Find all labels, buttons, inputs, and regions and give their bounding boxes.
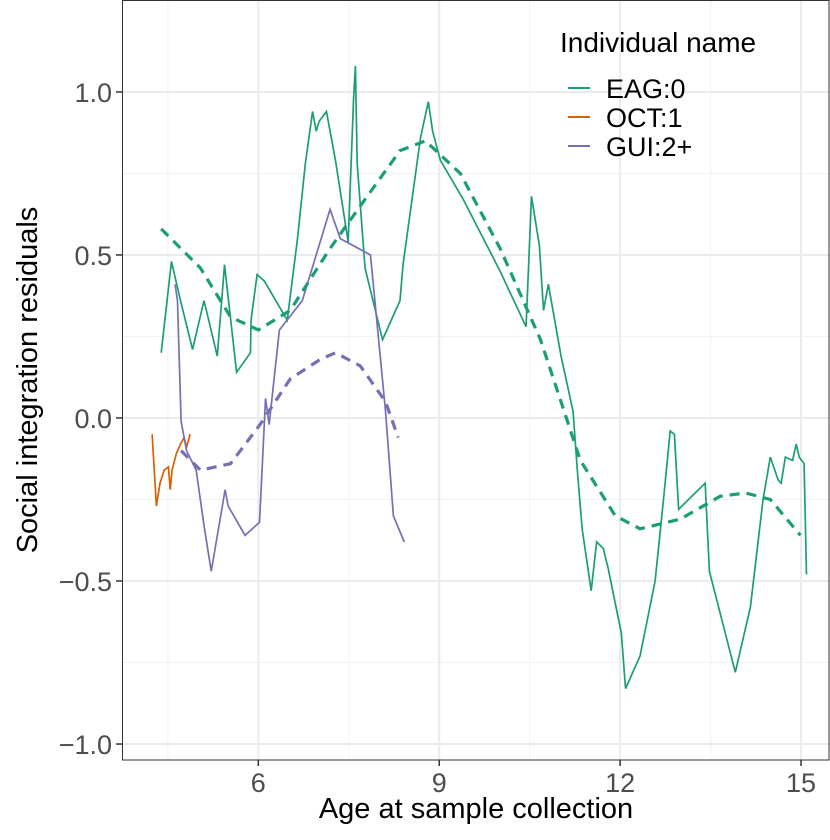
series-line	[151, 434, 191, 507]
series-line	[174, 206, 406, 572]
y-tick-label: −1.0	[59, 730, 112, 760]
x-tick-label: 15	[786, 768, 816, 798]
x-axis-title: Age at sample collection	[319, 793, 633, 825]
y-tick-label: 0.0	[74, 404, 112, 434]
y-axis-title: Social integration residuals	[12, 207, 44, 554]
y-tick-label: 1.0	[74, 78, 112, 108]
legend-label: EAG:0	[606, 74, 686, 104]
series-line	[160, 65, 808, 689]
legend-label: GUI:2+	[606, 132, 692, 162]
smooth-line	[179, 351, 400, 472]
y-tick-label: −0.5	[59, 567, 112, 597]
x-tick-label: 9	[432, 768, 447, 798]
panel-border	[122, 0, 830, 761]
legend-title: Individual name	[560, 27, 756, 58]
legend-label: OCT:1	[606, 103, 683, 133]
smooth-line	[160, 138, 802, 537]
y-tick-label: 0.5	[74, 241, 112, 271]
x-tick-label: 12	[605, 768, 635, 798]
x-tick-label: 6	[251, 768, 266, 798]
